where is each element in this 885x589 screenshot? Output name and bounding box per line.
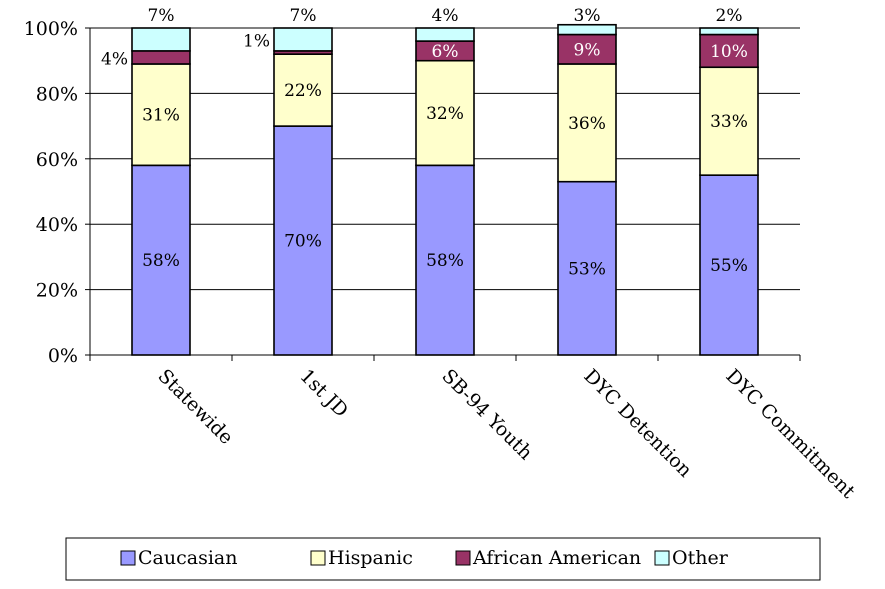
legend-swatch: [455, 550, 471, 566]
data-label-hispanic: 33%: [710, 112, 748, 132]
data-label-african-american: 6%: [432, 42, 459, 62]
data-label-african-american: 9%: [574, 40, 601, 60]
bar-segment-other: [131, 27, 191, 52]
bar-stack-statewide: [131, 27, 191, 356]
legend-label: Caucasian: [138, 547, 237, 569]
y-tick-label: 0%: [48, 345, 78, 367]
bar-segment-caucasian: [131, 164, 191, 356]
y-tick-label: 40%: [36, 214, 78, 236]
bar-segment-hispanic: [557, 63, 617, 183]
bar-segment-other: [415, 27, 475, 42]
data-label-hispanic: 31%: [142, 106, 180, 126]
category-label-dyc-detention: DYC Detention: [579, 365, 696, 482]
data-label-other: 7%: [290, 6, 317, 26]
category-label-dyc-commitment: DYC Commitment: [721, 365, 859, 503]
legend-item-african-american: African American: [455, 547, 641, 569]
y-tick-label: 60%: [36, 149, 78, 171]
data-label-african-american: 4%: [101, 49, 128, 69]
bar-stack-dyc-detention: [557, 23, 617, 356]
legend-label: African American: [472, 547, 641, 569]
legend-box: [65, 537, 821, 581]
legend-swatch: [654, 550, 670, 566]
category-label-statewide: Statewide: [153, 365, 237, 449]
data-label-hispanic: 32%: [426, 104, 464, 124]
category-label-1st-jd: 1st JD: [295, 365, 352, 422]
data-label-caucasian: 58%: [426, 251, 464, 271]
data-labels: 58% 31% 4% 7% 70% 22% 1% 7% 58% 32% 6% 4% 53% 36% 9% 3%…: [101, 6, 748, 279]
legend-label: Other: [672, 547, 729, 569]
data-label-other: 3%: [574, 6, 601, 26]
legend-label: Hispanic: [328, 547, 413, 569]
bar-segment-african-american: [131, 50, 191, 65]
y-tick-label: 100%: [24, 18, 78, 40]
bar-segment-hispanic: [699, 66, 759, 176]
bar-stack-sb-94-youth: [415, 27, 475, 356]
y-tick-label: 20%: [36, 280, 78, 302]
data-label-caucasian: 58%: [142, 251, 180, 271]
data-label-caucasian: 70%: [284, 232, 322, 252]
bar-segment-caucasian: [557, 180, 617, 356]
bar-segment-other: [557, 23, 617, 36]
bar-segment-other: [273, 27, 333, 52]
legend-swatch: [120, 550, 136, 566]
category-label-sb-94-youth: SB-94 Youth: [437, 365, 536, 464]
data-label-other: 4%: [432, 6, 459, 26]
legend: Caucasian Hispanic African American Other: [65, 537, 821, 581]
legend-swatch: [310, 550, 326, 566]
bar-segment-caucasian: [699, 174, 759, 356]
bar-stack-1st-jd: [273, 27, 333, 356]
bar-segment-caucasian: [415, 164, 475, 356]
data-label-hispanic: 36%: [568, 114, 606, 134]
bar-segment-african-american: [557, 33, 617, 65]
bar-stack-dyc-commitment: [699, 27, 759, 356]
data-label-hispanic: 22%: [284, 81, 322, 101]
data-label-african-american: 1%: [243, 32, 270, 52]
bar-segment-hispanic: [131, 63, 191, 167]
bar-segment-hispanic: [415, 59, 475, 167]
y-tick-label: 80%: [36, 83, 78, 105]
data-label-african-american: 10%: [710, 42, 748, 62]
legend-item-other: Other: [654, 547, 729, 569]
data-label-caucasian: 53%: [568, 259, 606, 279]
data-label-other: 2%: [716, 6, 743, 26]
bar-segment-other: [699, 27, 759, 36]
data-label-other: 7%: [148, 6, 175, 26]
legend-item-hispanic: Hispanic: [310, 547, 413, 569]
legend-item-caucasian: Caucasian: [120, 547, 237, 569]
data-label-caucasian: 55%: [710, 256, 748, 276]
bar-stacks: [131, 23, 759, 356]
